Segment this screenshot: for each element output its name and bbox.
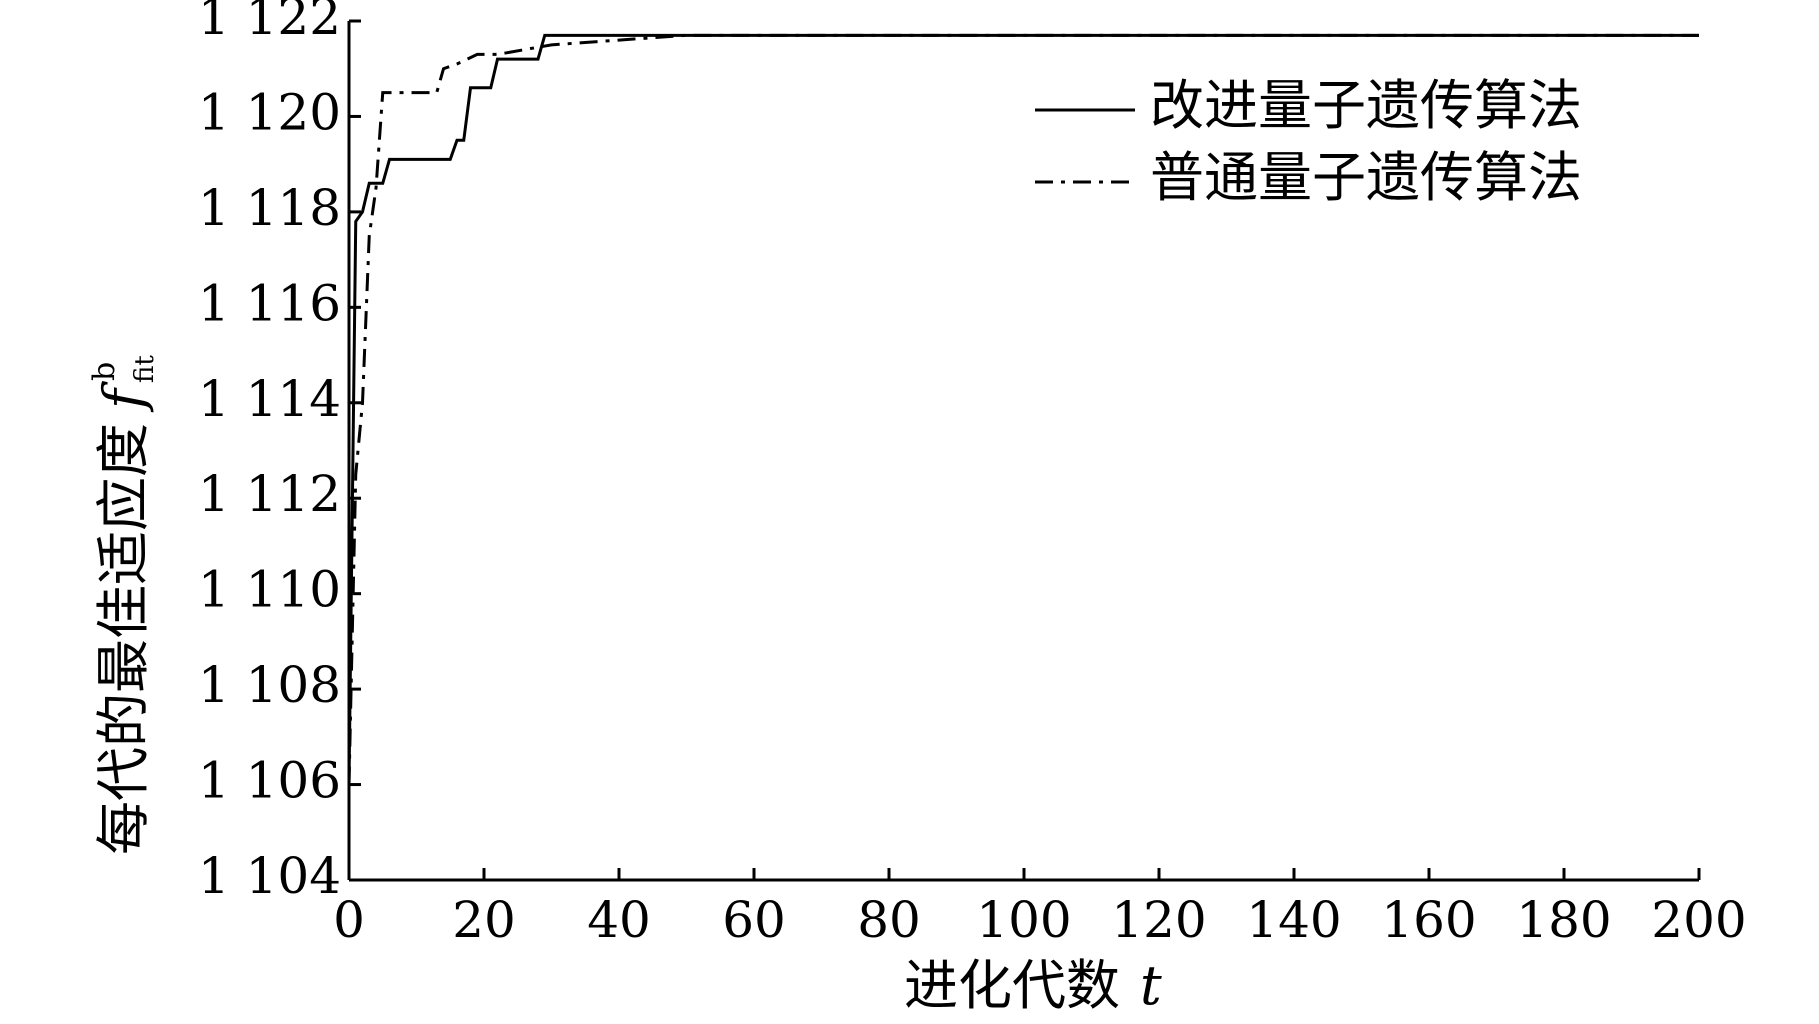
x-tick-label: 100 [976,891,1071,949]
legend-label: 改进量子遗传算法 [1150,74,1582,137]
y-axis-label: 每代的最佳适应度 f b fit [87,355,160,855]
y-tick-label: 1 106 [198,752,341,810]
y-tick-label: 1 112 [198,465,341,523]
y-tick-label: 1 108 [198,656,341,714]
x-tick-label: 20 [452,891,516,949]
x-tick-label: 80 [857,891,921,949]
y-tick-label: 1 122 [198,0,341,46]
y-tick-label: 1 120 [198,83,341,141]
y-tick-label: 1 110 [198,561,341,619]
x-label-text: 进化代数 [904,954,1120,1017]
y-label-subscript: fit [130,355,160,383]
y-tick-label: 1 104 [198,847,341,905]
x-tick-label: 160 [1381,891,1476,949]
y-tick-label: 1 118 [198,179,341,237]
y-label-superscript: b [87,362,122,381]
series-line [347,33,1699,785]
x-tick-label: 180 [1516,891,1611,949]
y-label-text: 每代的最佳适应度 [92,423,155,855]
y-label-symbol: f [92,381,155,413]
x-tick-label: 120 [1111,891,1206,949]
x-tick-label: 40 [587,891,651,949]
x-tick-label: 200 [1651,891,1746,949]
x-tick-label: 140 [1246,891,1341,949]
y-tick-label: 1 114 [198,370,341,428]
x-label-symbol: t [1140,954,1162,1017]
y-tick-label: 1 116 [198,274,341,332]
legend-label: 普通量子遗传算法 [1150,146,1582,209]
x-tick-label: 60 [722,891,786,949]
x-tick-label: 0 [333,891,365,949]
series-line [347,33,1699,785]
